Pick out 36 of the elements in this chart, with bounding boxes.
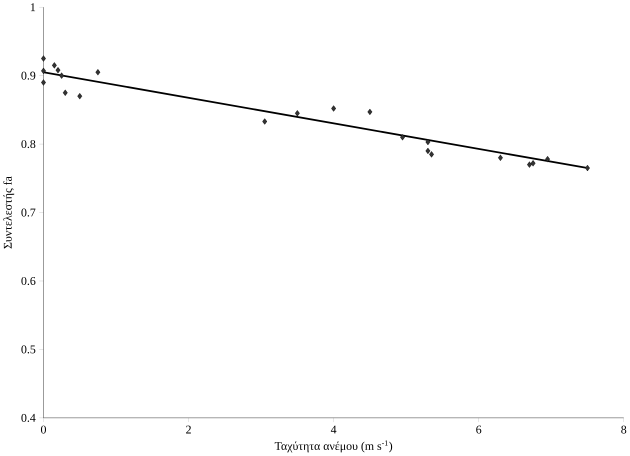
point [425,148,430,154]
y-axis-title: Συντελεστής fa [3,176,14,249]
x-tick-label: 6 [476,426,482,434]
point [530,160,536,167]
point [425,139,430,146]
point [95,69,100,76]
x-tick-label: 2 [186,426,191,434]
point [52,62,57,69]
point [367,108,372,116]
y-tick-label: 0.4 [21,414,36,422]
point [262,118,268,125]
point [41,56,46,62]
point [400,134,405,141]
point [41,68,46,74]
x-tick-label: 0 [40,426,46,434]
x-tick-label: 8 [621,426,626,434]
y-tick-label: 0.6 [21,277,36,286]
x-axis-title: Ταχύτητα ανέμου (m s$^{-1}$) [274,440,392,453]
point [585,165,590,172]
x-tick-label: 4 [330,426,336,434]
y-tick-label: 0.9 [21,72,36,80]
point [331,105,336,112]
point [527,162,532,168]
point [294,110,300,117]
point [77,93,82,100]
y-tick-label: 0.7 [21,208,36,217]
y-tick-label: 0.5 [21,346,36,354]
point [62,90,68,96]
y-tick-label: 1 [30,3,36,12]
point [59,72,64,79]
point [41,79,46,86]
point [429,151,434,158]
point [498,154,503,162]
point [545,156,550,162]
y-tick-label: 0.8 [21,140,36,148]
point [56,67,60,74]
